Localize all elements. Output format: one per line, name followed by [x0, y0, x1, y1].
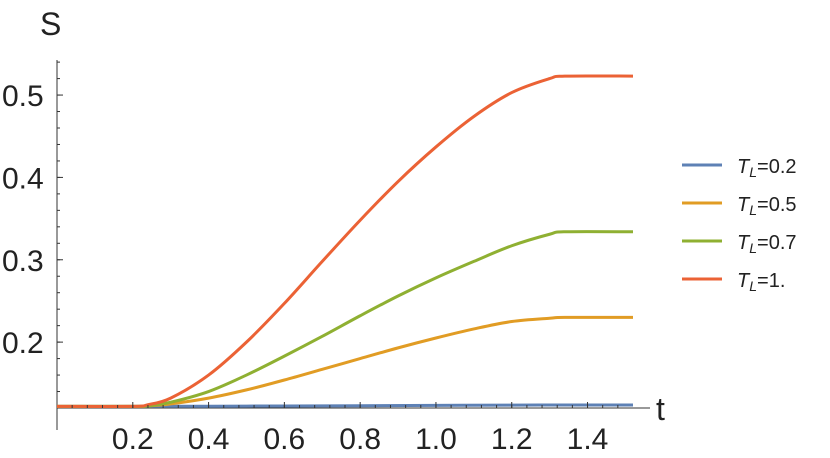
x-tick-label: 1.4: [567, 423, 609, 456]
y-tick-label: 0.2: [2, 327, 44, 360]
x-tick-label: 1.0: [415, 423, 457, 456]
legend-label-4: TL=1.: [737, 270, 785, 294]
series-line-3: [56, 230, 634, 408]
x-axis-label: t: [656, 391, 665, 427]
x-tick-label: 1.2: [491, 423, 533, 456]
legend: TL=0.2 TL=0.5 TL=0.7 TL=1.: [682, 156, 797, 294]
y-tick-label: 0.4: [2, 162, 44, 195]
ticks-group: 0.2 0.4 0.6 0.8 1.0 1.2 1.4 0.2 0.3 0.4 0.5: [2, 61, 619, 456]
x-tick-label: 0.6: [264, 423, 306, 456]
series-group: [56, 74, 634, 408]
legend-label-1: TL=0.2: [737, 156, 797, 180]
x-tick-label: 0.8: [339, 423, 381, 456]
y-tick-label: 0.5: [2, 80, 44, 113]
x-tick-label: 0.4: [188, 423, 230, 456]
y-axis-label: S: [40, 6, 61, 42]
x-tick-label: 0.2: [112, 423, 154, 456]
legend-label-2: TL=0.5: [737, 194, 797, 218]
series-line-4: [56, 74, 634, 408]
axes: [56, 60, 650, 430]
legend-label-3: TL=0.7: [737, 232, 797, 256]
y-tick-label: 0.3: [2, 245, 44, 278]
series-line-2: [56, 315, 634, 408]
